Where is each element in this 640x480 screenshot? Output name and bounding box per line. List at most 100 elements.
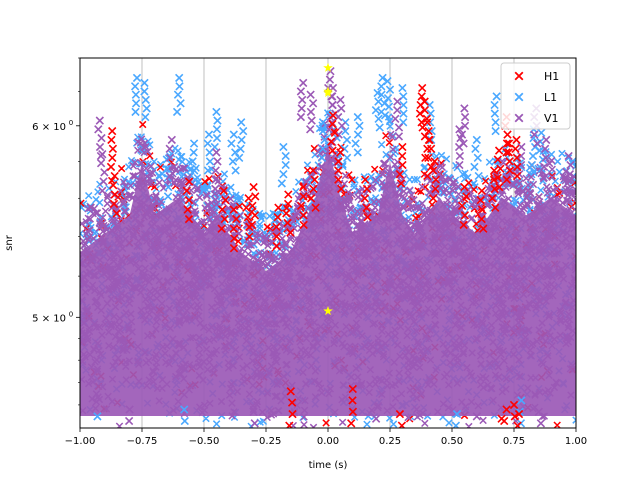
point-l1 [537,128,546,137]
point-l1 [204,130,214,139]
point-h1 [495,182,504,192]
point-h1 [504,148,513,157]
point-v1 [95,116,104,125]
point-h1 [309,184,318,194]
point-h1 [430,157,439,166]
point-v1 [540,144,550,153]
point-l1 [141,112,150,122]
x-tick-label: 0.50 [441,436,463,447]
x-tick-label: 0.00 [317,436,339,447]
legend-label-v1: V1 [544,112,559,125]
point-v1 [212,148,221,157]
point-v1 [98,150,107,159]
point-h1 [460,182,469,192]
point-h1 [490,184,499,194]
point-h1 [502,139,512,148]
point-v1 [533,139,542,148]
x-tick-label: −0.25 [251,436,282,447]
x-tick-label: −0.50 [189,436,220,447]
point-h1 [229,205,238,214]
point-h1 [397,421,407,428]
point-l1 [279,142,288,152]
point-h1 [420,97,429,106]
point-v1 [97,133,106,143]
point-l1 [470,162,479,172]
point-h1 [286,387,295,396]
point-v1 [165,171,174,181]
point-v1 [250,419,259,428]
point-h1 [493,173,502,182]
point-h1 [395,170,405,179]
point-h1 [296,201,306,210]
point-l1 [491,118,500,127]
point-v1 [308,99,318,108]
y-tick-label: 5 × 10 [32,313,66,324]
point-h1 [362,203,371,212]
point-l1 [375,123,384,132]
point-l1 [281,160,290,170]
point-v1 [373,403,382,412]
point-h1 [299,182,308,192]
point-v1 [393,106,402,115]
y-tick-label: 6 × 10 [32,122,66,133]
point-l1 [527,160,537,170]
point-h1 [108,144,118,153]
point-h1 [273,213,282,222]
highlight-star [323,62,333,72]
point-l1 [93,412,102,421]
point-h1 [242,203,251,212]
point-h1 [420,106,429,115]
point-l1 [189,148,198,157]
point-v1 [336,95,345,105]
point-l1 [398,83,407,93]
point-v1 [298,95,307,105]
point-h1 [477,186,486,195]
point-v1 [565,170,575,179]
point-h1 [398,160,407,170]
point-h1 [512,153,522,162]
point-v1 [99,177,108,186]
x-tick-label: −1.00 [65,436,96,447]
point-h1 [361,175,370,184]
point-v1 [456,133,465,143]
point-h1 [425,135,434,145]
point-h1 [328,119,337,129]
point-l1 [235,153,244,162]
point-v1 [539,162,549,172]
point-h1 [299,192,308,201]
point-v1 [541,153,551,162]
point-v1 [337,104,346,113]
point-v1 [472,412,481,421]
point-v1 [249,407,258,416]
point-h1 [513,421,522,428]
legend: H1 L1 V1 [500,62,571,130]
point-v1 [564,151,573,161]
point-l1 [452,409,462,419]
point-h1 [488,194,497,203]
legend-marker-v1 [514,113,524,123]
dense-point-cloud [80,109,576,428]
point-l1 [180,405,189,414]
point-l1 [190,175,200,184]
y-axis-label: snr [4,234,15,251]
point-h1 [108,153,117,162]
point-l1 [318,126,328,136]
point-h1 [285,421,294,428]
point-v1 [393,97,402,106]
point-v1 [454,142,464,152]
point-l1 [173,90,183,99]
point-v1 [167,135,176,145]
point-h1 [308,166,318,175]
point-l1 [351,139,360,148]
point-l1 [281,151,290,161]
point-l1 [140,87,149,96]
point-v1 [455,160,464,170]
point-v1 [306,107,316,117]
point-h1 [460,211,470,220]
point-h1 [479,224,488,233]
point-h1 [245,232,254,241]
x-axis-label: time (s) [309,460,348,471]
point-h1 [418,83,427,93]
point-l1 [385,85,395,94]
point-v1 [98,186,107,195]
